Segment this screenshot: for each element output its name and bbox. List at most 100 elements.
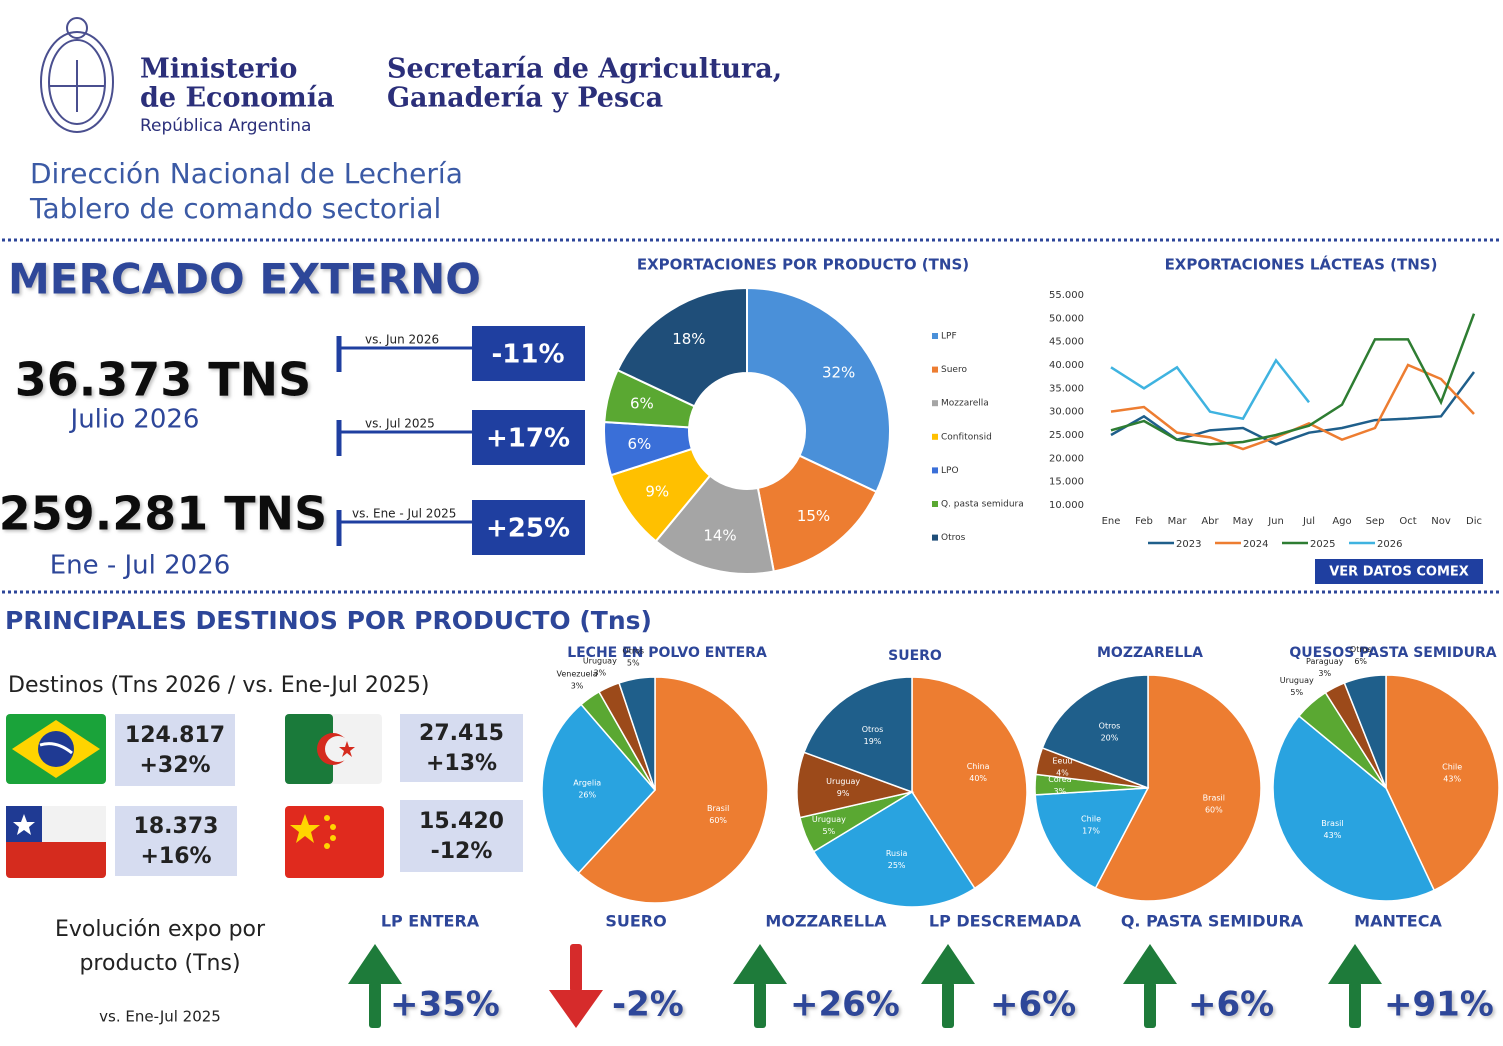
emblem	[40, 17, 114, 133]
slice-value: 3%	[593, 668, 606, 677]
slice-value: 60%	[709, 816, 727, 825]
product-change: +35%	[390, 985, 500, 1025]
chart-title: LECHE EN POLVO ENTERA	[567, 645, 767, 661]
slice-label: Brasil	[707, 804, 729, 813]
arrow-up	[1328, 944, 1382, 984]
legend-swatch	[932, 534, 938, 541]
pie-slice	[1385, 674, 1500, 892]
slice-value: 40%	[969, 774, 987, 783]
button-bg[interactable]	[1315, 559, 1483, 584]
slice-value: 20%	[1101, 734, 1119, 743]
product-change: +6%	[990, 985, 1076, 1025]
slice-value: 9%	[837, 789, 850, 798]
x-tick-label: Dic	[1466, 516, 1482, 527]
slice-value: 3%	[1318, 669, 1331, 678]
button-label[interactable]: VER DATOS COMEX	[1329, 565, 1469, 580]
product-name: Q. PASTA SEMIDURA	[1121, 912, 1304, 931]
ministry: Ministerio	[140, 54, 297, 85]
pie-slice	[812, 790, 976, 908]
product-change: +6%	[1188, 985, 1274, 1025]
slice-label: Argelia	[573, 778, 601, 787]
flag-argelia	[285, 714, 382, 784]
pie-slice	[1272, 714, 1436, 902]
slice-label: Otros	[1350, 645, 1372, 654]
comparison-value: +17%	[486, 424, 570, 454]
evolution-label: Evolución expo por	[55, 917, 266, 942]
x-tick-label: Ago	[1332, 516, 1351, 527]
data-label: 6%	[627, 435, 651, 453]
legend-swatch	[932, 501, 938, 507]
comparison-box	[472, 410, 585, 465]
slice-value: 6%	[1354, 657, 1367, 666]
destination-change: +16%	[140, 844, 211, 869]
y-tick-label: 35.000	[1049, 383, 1084, 394]
evolution-label: producto (Tns)	[79, 951, 240, 976]
pie-slice	[1094, 674, 1262, 902]
pie-slice	[541, 703, 657, 875]
comparison-box	[472, 326, 585, 381]
slice-value: 60%	[1205, 806, 1223, 815]
data-label: 6%	[630, 395, 654, 413]
destination-box	[400, 714, 523, 782]
pie-slice	[577, 676, 769, 904]
arrow-up	[1123, 944, 1177, 984]
legend-label: 2026	[1377, 539, 1402, 550]
comparison-label: vs. Jul 2025	[365, 417, 435, 431]
country: República Argentina	[140, 116, 311, 136]
slice-label: Uruguay	[1280, 676, 1314, 685]
flag-china	[285, 806, 384, 878]
product-change: +91%	[1384, 985, 1494, 1025]
evolution-note: vs. Ene-Jul 2025	[99, 1008, 221, 1026]
tablero: Tablero de comando sectorial	[29, 192, 441, 225]
slice-value: 5%	[627, 658, 640, 667]
section-title: MERCADO EXTERNO	[8, 255, 481, 304]
product-name: LP DESCREMADA	[929, 912, 1082, 931]
y-tick-label: 25.000	[1049, 430, 1084, 441]
slice-value: 3%	[571, 681, 584, 690]
arrow-up	[348, 944, 402, 984]
legend-label: 2023	[1176, 539, 1201, 550]
flag-chile	[6, 806, 106, 878]
arrow-up	[733, 944, 787, 984]
x-tick-label: Abr	[1201, 516, 1219, 527]
pie-slice	[803, 676, 913, 794]
chart-title: MOZZARELLA	[1097, 645, 1203, 661]
data-label: 14%	[703, 527, 736, 545]
destination-box	[400, 800, 523, 872]
product-name: MANTECA	[1354, 912, 1442, 931]
y-tick-label: 20.000	[1049, 453, 1084, 464]
slice-value: 26%	[578, 790, 596, 799]
pie-slice	[618, 676, 656, 791]
legend-label: Q. pasta semidura	[941, 500, 1024, 510]
chart-title: QUESOS PASTA SEMIDURA	[1289, 645, 1496, 661]
chart-title: SUERO	[888, 648, 942, 664]
slice-value: 4%	[1056, 768, 1069, 777]
x-tick-label: Mar	[1168, 516, 1188, 527]
pie-slice	[1343, 674, 1387, 789]
button[interactable]: VER DATOS COMEX	[1315, 559, 1483, 584]
slice-label: Uruguay	[826, 777, 860, 786]
arrow-shaft	[1144, 982, 1156, 1028]
destination-tns: 27.415	[419, 721, 504, 746]
direccion: Dirección Nacional de Lechería	[30, 157, 463, 190]
legend-label: LPO	[941, 466, 959, 476]
slice-value: 17%	[1082, 826, 1100, 835]
slice-label: China	[967, 762, 990, 771]
x-tick-label: Jun	[1267, 516, 1284, 527]
donut-slice	[746, 286, 891, 494]
destination-box	[115, 714, 235, 786]
slice-value: 19%	[864, 737, 882, 746]
kpi-value: 36.373 TNS	[15, 353, 312, 407]
product-change: +26%	[790, 985, 900, 1025]
destination-change: +32%	[139, 753, 210, 778]
secretaria: Ganadería y Pesca	[387, 83, 663, 114]
legend-label: Mozzarella	[941, 399, 989, 409]
legend-swatch	[932, 400, 938, 407]
product-name: MOZZARELLA	[765, 912, 887, 931]
comparison-box	[472, 500, 585, 555]
destination-box	[115, 806, 237, 876]
donut-slice	[756, 454, 878, 573]
x-tick-label: Oct	[1399, 516, 1416, 527]
destination-tns: 18.373	[134, 814, 219, 839]
product-change: -2%	[612, 985, 684, 1025]
